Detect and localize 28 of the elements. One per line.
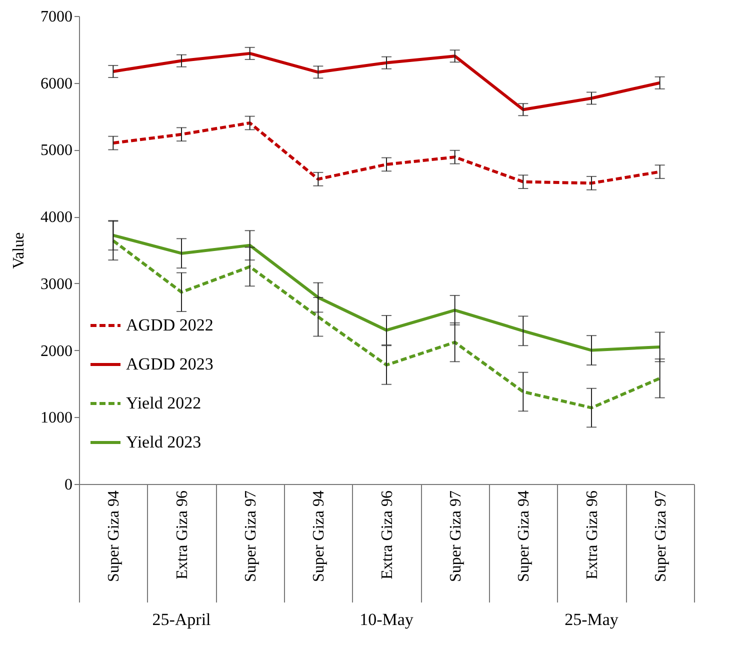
x-tick-label: Super Giza 94 bbox=[516, 490, 533, 582]
x-tick-label: Super Giza 97 bbox=[242, 490, 260, 582]
x-tick-label: Extra Giza 96 bbox=[584, 490, 601, 580]
legend-label: Yield 2023 bbox=[126, 432, 202, 452]
text: 10-May bbox=[360, 610, 414, 629]
line-series bbox=[112, 239, 662, 410]
y-tick-label: 2000 bbox=[40, 342, 72, 360]
y-tick-label: 5000 bbox=[40, 142, 72, 160]
x-tick-label: Extra Giza 96 bbox=[174, 490, 191, 580]
legend-label: AGDD 2022 bbox=[126, 316, 214, 334]
text: 25-May bbox=[564, 610, 619, 629]
x-tick-label: Super Giza 97 bbox=[447, 490, 464, 582]
legend-label: Yield 2022 bbox=[126, 394, 202, 412]
y-tick-label: 4000 bbox=[40, 209, 72, 226]
x-tick-label: Super Giza 97 bbox=[652, 490, 670, 582]
line-series bbox=[112, 234, 662, 352]
x-tick-label: Extra Giza 96 bbox=[379, 490, 396, 580]
y-tick-label: 1000 bbox=[40, 410, 72, 427]
x-tick-label: Super Giza 94 bbox=[106, 490, 123, 582]
y-axis-title: Value bbox=[10, 232, 28, 269]
y-tick-label: 7000 bbox=[40, 8, 72, 26]
y-tick-label: 3000 bbox=[40, 276, 72, 293]
y-tick-label: 0 bbox=[64, 476, 72, 494]
x-tick-label: Super Giza 94 bbox=[310, 490, 328, 582]
legend-label: AGDD 2023 bbox=[126, 354, 214, 374]
y-tick-label: 6000 bbox=[40, 75, 72, 92]
text: 25-April bbox=[152, 610, 212, 629]
line-series bbox=[112, 52, 662, 112]
